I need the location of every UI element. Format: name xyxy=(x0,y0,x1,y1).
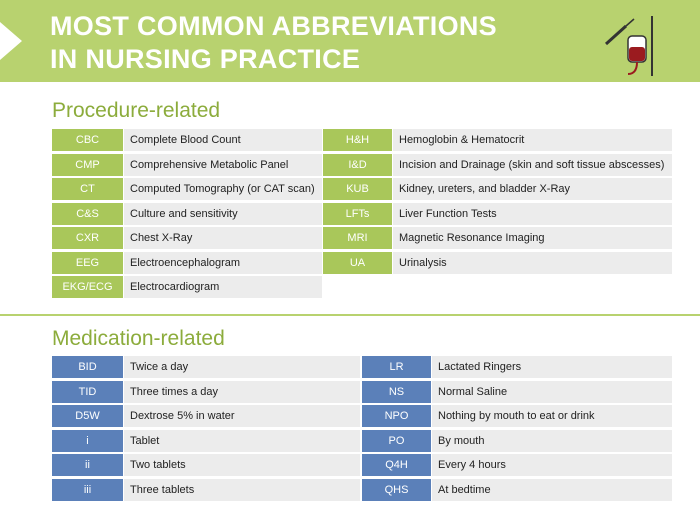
abbreviation: NPO xyxy=(362,405,431,427)
description: Hemoglobin & Hematocrit xyxy=(393,129,672,151)
description: Two tablets xyxy=(124,454,360,476)
description: Comprehensive Metabolic Panel xyxy=(124,153,322,176)
description: Tablet xyxy=(124,429,360,452)
description: Liver Function Tests xyxy=(393,202,672,225)
description: Complete Blood Count xyxy=(124,129,322,151)
description: Magnetic Resonance Imaging xyxy=(393,227,672,249)
description: At bedtime xyxy=(432,478,672,501)
abbreviation: i xyxy=(52,429,123,452)
abbreviation: LR xyxy=(362,356,431,378)
description: Incision and Drainage (skin and soft tis… xyxy=(393,153,672,176)
description: Twice a day xyxy=(124,356,360,378)
iv-icon xyxy=(604,16,653,76)
title-line: MOST COMMON ABBREVIATIONS xyxy=(50,11,497,41)
description: Three tablets xyxy=(124,478,360,501)
abbreviation: QHS xyxy=(362,478,431,501)
abbreviation: iii xyxy=(52,478,123,501)
description: Kidney, ureters, and bladder X-Ray xyxy=(393,178,672,200)
description: Dextrose 5% in water xyxy=(124,405,360,427)
description: Normal Saline xyxy=(432,380,672,403)
divider xyxy=(0,314,700,316)
header: MOST COMMON ABBREVIATIONS IN NURSING PRA… xyxy=(0,0,700,82)
abbreviation: CXR xyxy=(52,227,123,249)
abbreviation: Q4H xyxy=(362,454,431,476)
abbreviation: D5W xyxy=(52,405,123,427)
description: Chest X-Ray xyxy=(124,227,322,249)
abbreviation: EEG xyxy=(52,251,123,274)
description: Electroencephalogram xyxy=(124,251,322,274)
description: Culture and sensitivity xyxy=(124,202,322,225)
abbreviation: TID xyxy=(52,380,123,403)
description: Urinalysis xyxy=(393,251,672,274)
abbreviation: BID xyxy=(52,356,123,378)
description: By mouth xyxy=(432,429,672,452)
abbreviation: H&H xyxy=(323,129,392,151)
section-title: Medication-related xyxy=(52,327,225,350)
description: Nothing by mouth to eat or drink xyxy=(432,405,672,427)
section-title: Procedure-related xyxy=(52,99,221,122)
abbreviation: KUB xyxy=(323,178,392,200)
abbreviation: I&D xyxy=(323,153,392,176)
abbreviation: PO xyxy=(362,429,431,452)
description: Computed Tomography (or CAT scan) xyxy=(124,178,322,200)
title-line: IN NURSING PRACTICE xyxy=(50,44,361,74)
abbreviation: MRI xyxy=(323,227,392,249)
abbreviation: NS xyxy=(362,380,431,403)
notch xyxy=(0,22,22,60)
abbreviation: ii xyxy=(52,454,123,476)
abbreviation: C&S xyxy=(52,202,123,225)
abbreviation: UA xyxy=(323,251,392,274)
abbreviation: LFTs xyxy=(323,202,392,225)
description: Electrocardiogram xyxy=(124,276,322,298)
description: Three times a day xyxy=(124,380,360,403)
abbreviation: EKG/ECG xyxy=(52,276,123,298)
description: Lactated Ringers xyxy=(432,356,672,378)
abbreviation: CBC xyxy=(52,129,123,151)
abbreviation: CMP xyxy=(52,153,123,176)
abbreviation: CT xyxy=(52,178,123,200)
description: Every 4 hours xyxy=(432,454,672,476)
